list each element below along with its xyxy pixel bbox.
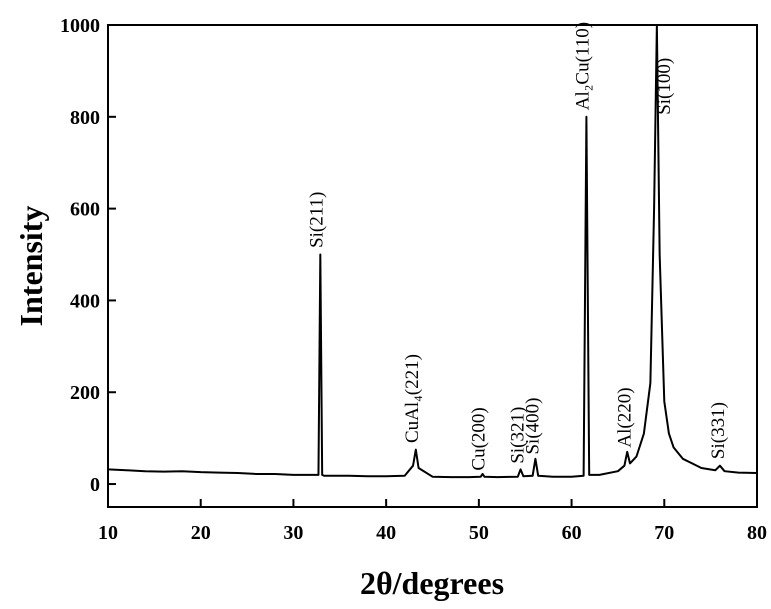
x-tick-label: 40: [376, 522, 396, 544]
y-tick-label: 0: [90, 474, 100, 496]
x-axis-title: 2θ/degrees: [360, 565, 504, 601]
y-axis-title: Intensity: [13, 206, 49, 327]
peak-label: Si(321): [508, 407, 529, 464]
x-tick-label: 30: [283, 522, 303, 544]
plot-frame: [107, 24, 758, 508]
y-tick-label: 600: [70, 199, 100, 221]
y-tick-label: 200: [70, 382, 100, 404]
peak-label: Al(220): [614, 387, 635, 447]
y-tick-label: 800: [70, 107, 100, 129]
data-line: [108, 25, 757, 479]
peak-label: Al₂Cu(110): [573, 22, 594, 110]
peak-label: Si(400): [522, 398, 543, 455]
peak-label: Si(211): [306, 192, 327, 248]
x-tick-label: 20: [191, 522, 211, 544]
x-tick-label: 10: [98, 522, 118, 544]
x-tick-label: 70: [654, 522, 674, 544]
peak-label: Cu(200): [469, 407, 490, 470]
peak-label: Si(331): [708, 402, 729, 459]
x-tick-label: 80: [747, 522, 767, 544]
peak-label: CuAl₄(221): [402, 354, 423, 443]
y-tick-label: 1000: [60, 15, 100, 37]
y-tick-label: 400: [70, 290, 100, 312]
x-tick-label: 60: [562, 522, 582, 544]
peak-label: Si(100): [654, 58, 675, 115]
x-tick-label: 50: [469, 522, 489, 544]
